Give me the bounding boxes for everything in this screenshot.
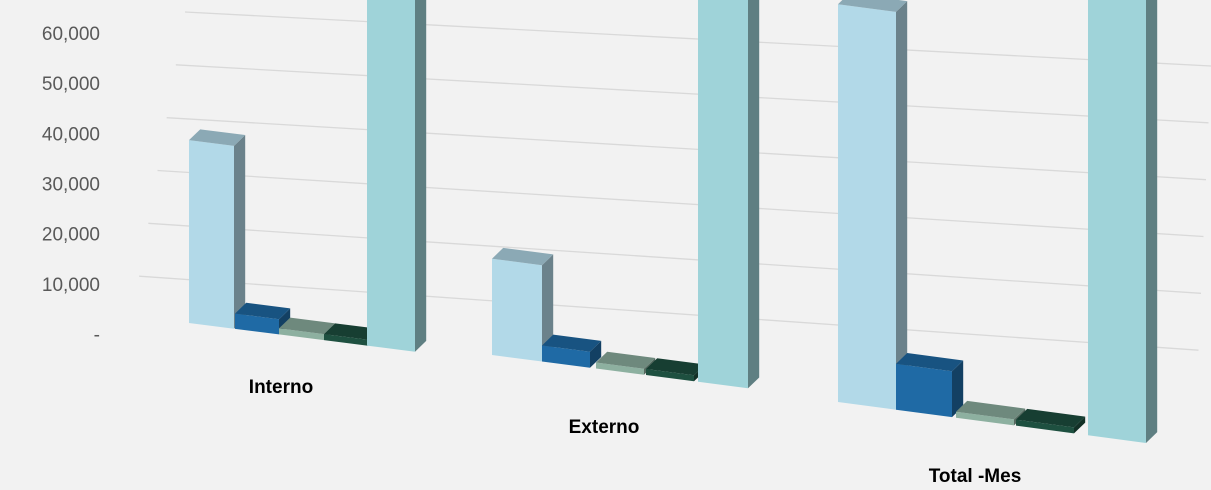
gridline — [157, 169, 1204, 238]
bar — [698, 0, 760, 389]
gridline — [166, 117, 1207, 181]
bar — [367, 0, 427, 352]
bar — [646, 358, 706, 382]
y-tick-label: 10,000 — [42, 275, 100, 296]
category-label: Externo — [569, 417, 640, 438]
bar — [492, 247, 554, 362]
y-tick-label: 20,000 — [42, 225, 100, 246]
y-axis-ticks: - 10,000 20,000 30,000 40,000 50,000 60,000 — [42, 24, 100, 346]
bar — [896, 353, 964, 418]
y-tick-label: 30,000 — [42, 175, 100, 196]
bar — [1088, 0, 1158, 443]
bar — [189, 129, 246, 329]
category-labels: Interno Externo Total -Mes — [249, 377, 1021, 487]
bar — [542, 334, 602, 368]
y-tick-label: 60,000 — [42, 24, 100, 45]
bar — [1016, 408, 1086, 434]
bar — [838, 0, 908, 410]
y-tick-label: 50,000 — [42, 74, 100, 95]
gridline — [148, 222, 1202, 294]
category-label: Total -Mes — [929, 466, 1022, 487]
gridline — [139, 275, 1199, 351]
gridline — [175, 64, 1209, 124]
category-label: Interno — [249, 377, 313, 398]
bar — [956, 400, 1026, 426]
gridlines — [139, 11, 1211, 351]
bars — [189, 0, 1158, 443]
y-tick-label: 40,000 — [42, 124, 100, 145]
y-tick-label: - — [94, 325, 100, 346]
